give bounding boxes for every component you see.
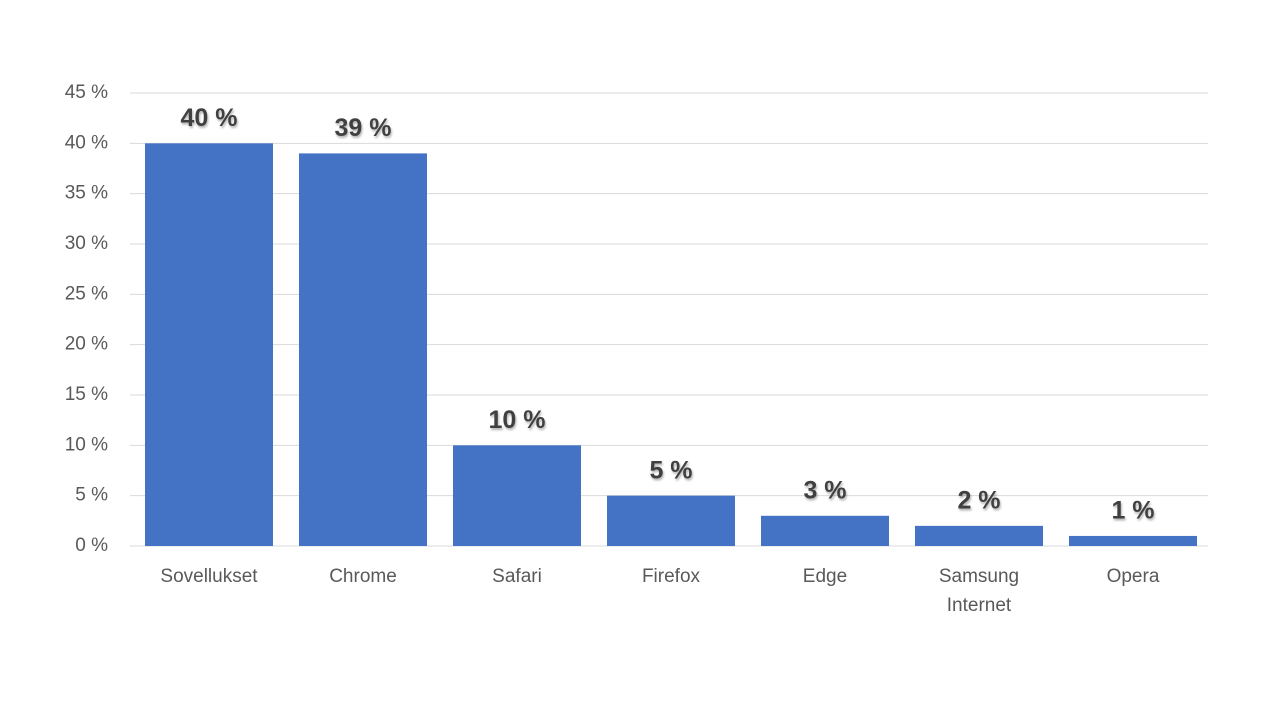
x-tick-label: Safari xyxy=(492,566,542,587)
bar xyxy=(607,495,735,546)
x-tick-label-box: Safari xyxy=(492,566,542,587)
value-label: 5 % xyxy=(649,456,692,484)
x-tick-label-box: Sovellukset xyxy=(160,566,258,587)
bar xyxy=(299,153,427,546)
bar xyxy=(1069,535,1197,546)
value-label: 1 % xyxy=(1111,497,1154,525)
value-label: 3 % xyxy=(803,476,846,504)
x-tick-label-box: Firefox xyxy=(641,566,701,587)
y-tick-label: 40 % xyxy=(65,132,108,153)
bar xyxy=(453,445,581,546)
y-tick-label: 10 % xyxy=(65,434,108,455)
x-tick-label: Edge xyxy=(802,566,848,587)
y-tick-label: 25 % xyxy=(65,283,108,304)
x-tick-label: Samsung Internet xyxy=(938,566,1020,616)
x-tick-label-box: Opera xyxy=(1106,566,1160,587)
value-label: 10 % xyxy=(489,406,546,434)
y-tick-label: 5 % xyxy=(75,485,108,506)
x-tick-label: Chrome xyxy=(329,566,397,587)
x-tick-label-box: Chrome xyxy=(329,566,397,587)
y-tick-label: 35 % xyxy=(65,183,108,204)
value-label: 39 % xyxy=(335,114,392,142)
y-tick-label: 15 % xyxy=(65,384,108,405)
value-label: 40 % xyxy=(181,104,238,132)
x-tick-label-box: Samsung Internet xyxy=(938,566,1020,616)
bar xyxy=(915,525,1043,546)
y-tick-label: 45 % xyxy=(65,82,108,103)
bar xyxy=(761,515,889,546)
y-tick-label: 20 % xyxy=(65,334,108,355)
bar xyxy=(145,143,273,547)
value-label: 2 % xyxy=(957,486,1000,514)
y-tick-label: 0 % xyxy=(75,535,108,556)
x-tick-label-box: Edge xyxy=(802,566,848,587)
x-tick-label: Sovellukset xyxy=(160,566,258,587)
y-tick-label: 30 % xyxy=(65,233,108,254)
x-tick-label: Opera xyxy=(1106,566,1160,587)
x-tick-label: Firefox xyxy=(641,566,701,587)
